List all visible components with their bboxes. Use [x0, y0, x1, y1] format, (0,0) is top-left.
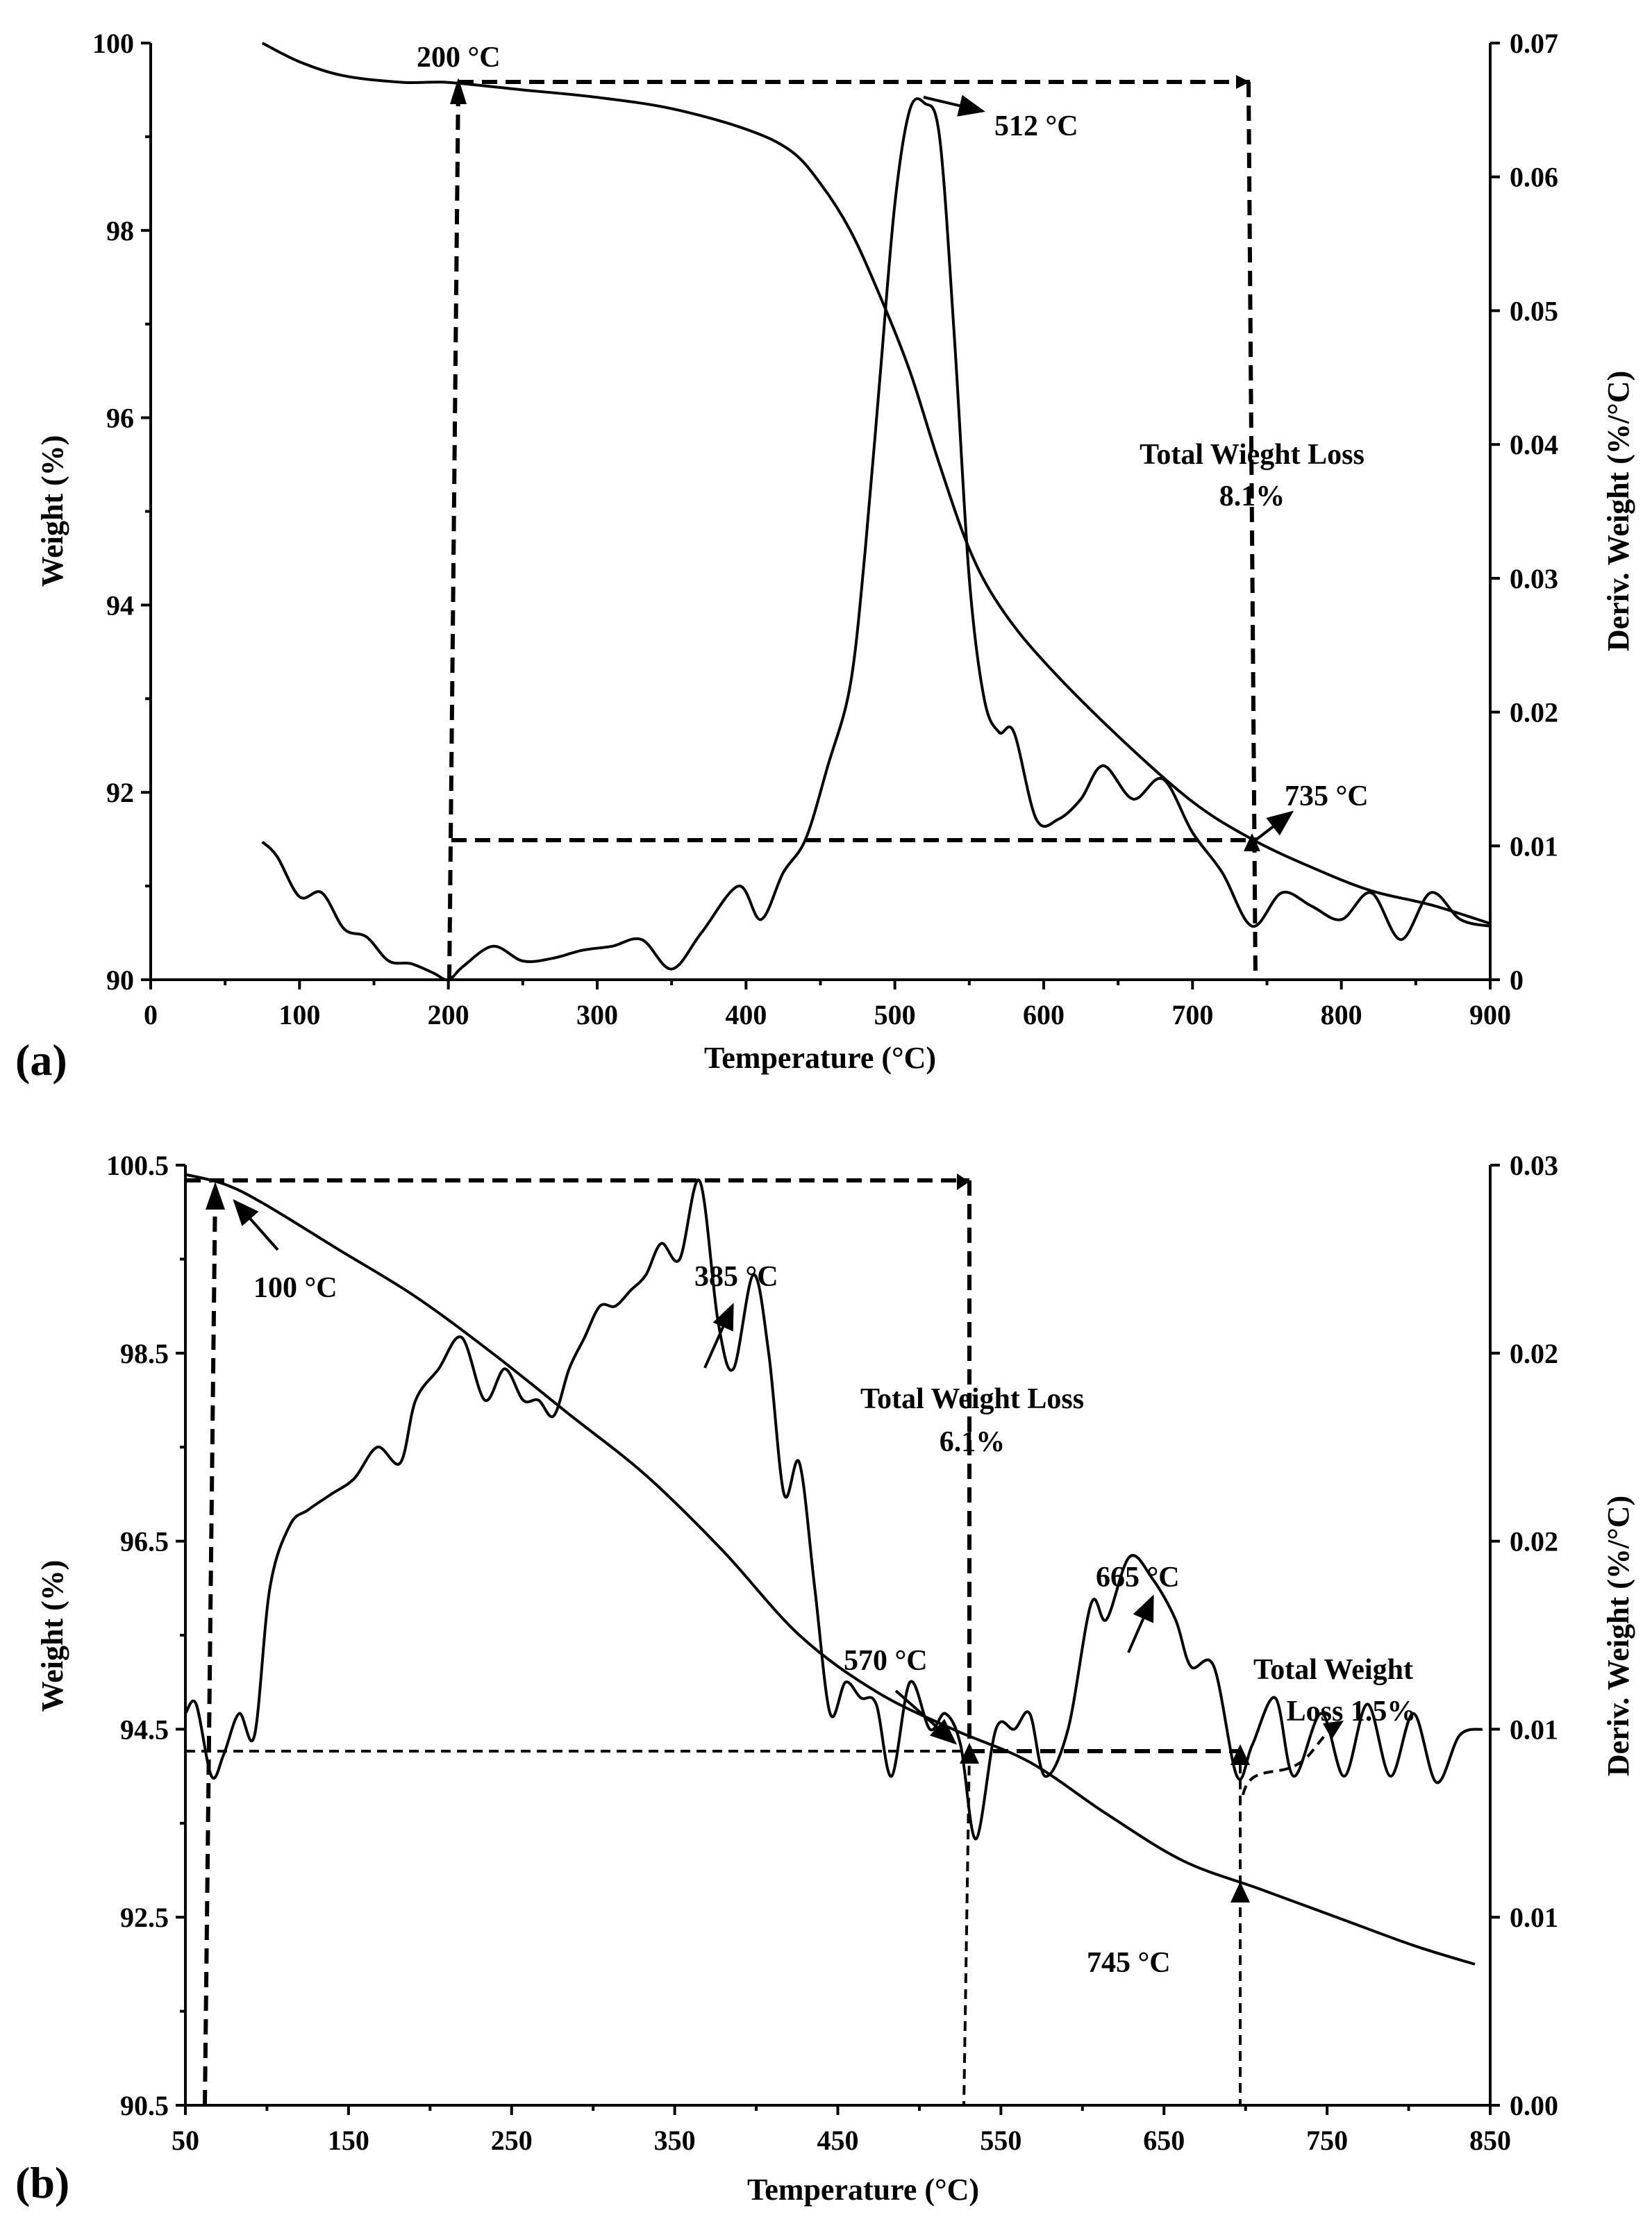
y2-tick-label-b: 0.02 — [1510, 1338, 1558, 1369]
panel-b-arrowhead-570 — [960, 1743, 979, 1764]
panel-b-arrowhead-100 — [206, 1182, 225, 1210]
panel-b-label: (b) — [15, 2158, 69, 2207]
annot-b-665: 665 °C — [1096, 1562, 1180, 1594]
panel-a-xlabel: Temperature (°C) — [704, 1041, 936, 1075]
x-tick-label-b: 850 — [1469, 2125, 1511, 2156]
y-tick-label-b: 92.5 — [120, 1902, 169, 1933]
y-tick-label-b: 94.5 — [120, 1714, 169, 1745]
y2-tick-label-a: 0.02 — [1510, 697, 1558, 728]
y2-tick-label-b: 0.00 — [1510, 2090, 1558, 2121]
y-tick-label-b: 96.5 — [120, 1526, 169, 1557]
y2-tick-label-b: 0.03 — [1510, 1150, 1558, 1181]
panel-a-label: (a) — [15, 1035, 67, 1085]
annot-b-small-loss-line1: Total Weight — [1253, 1654, 1413, 1686]
y-tick-label-a: 90 — [106, 964, 134, 996]
panel-a-dashed-guide-left — [447, 83, 460, 980]
panel-b-dashed-guide-left — [203, 1187, 217, 2106]
y2-tick-label-a: 0 — [1510, 964, 1524, 996]
panel-a-dashed-guide-right — [1246, 81, 1258, 980]
x-tick-label-b: 550 — [980, 2125, 1021, 2156]
annot-a-total-loss-line1: Total Wieght Loss — [1140, 439, 1365, 471]
panel-b-arrow-570 — [894, 1689, 957, 1745]
y-tick-label-b: 100.5 — [106, 1150, 169, 1181]
annot-b-570: 570 °C — [844, 1645, 928, 1677]
panel-b-dashed-guide-570-lower — [962, 1749, 971, 2106]
panel-a-y2label: Deriv. Weight (%/°C) — [1601, 371, 1635, 651]
x-tick-label-b: 150 — [328, 2125, 369, 2156]
panel-b-arrow-385 — [703, 1303, 734, 1369]
panel-a-chart: 0 100 200 300 400 500 600 700 800 900 90 92 94 96 98 10… — [15, 28, 1635, 1085]
x-tick-label-a: 500 — [874, 999, 916, 1030]
y-tick-label-b: 90.5 — [120, 2090, 169, 2121]
annot-a-200: 200 °C — [417, 42, 501, 74]
annot-b-total-loss-line1: Total Weight Loss — [860, 1383, 1084, 1415]
annot-b-745: 745 °C — [1087, 1947, 1171, 1979]
x-tick-label-a: 0 — [144, 999, 158, 1030]
x-tick-label-b: 750 — [1306, 2125, 1348, 2156]
annot-b-385: 385 °C — [694, 1261, 778, 1293]
x-tick-label-a: 400 — [725, 999, 767, 1030]
panel-b-arrowhead-745-top — [1230, 1744, 1250, 1765]
panel-a-arrowhead-735 — [1244, 833, 1260, 851]
x-tick-label-a: 200 — [428, 999, 469, 1030]
x-tick-label-b: 350 — [654, 2125, 696, 2156]
panel-b-chart: 50 150 250 350 450 550 650 750 850 90.5 92.5 94.5 96… — [15, 1150, 1635, 2207]
y2-tick-label-b: 0.02 — [1510, 1526, 1558, 1557]
x-tick-label-b: 250 — [491, 2125, 533, 2156]
x-tick-label-b: 450 — [817, 2125, 859, 2156]
y-tick-label-a: 100 — [92, 28, 134, 59]
x-tick-label-b: 650 — [1143, 2125, 1185, 2156]
annot-b-small-loss-line2: Loss 1.5% — [1287, 1696, 1417, 1728]
x-tick-label-a: 800 — [1321, 999, 1362, 1030]
x-tick-label-b: 50 — [172, 2125, 199, 2156]
y-tick-label-a: 98 — [106, 215, 134, 246]
panel-a-arrow-735 — [1254, 810, 1294, 842]
panel-a-arrow-512 — [923, 94, 985, 117]
y-tick-label-b: 98.5 — [120, 1338, 169, 1369]
panel-b-arrowhead-745 — [1230, 1882, 1250, 1903]
x-tick-label-a: 600 — [1023, 999, 1065, 1030]
annot-a-total-loss-line2: 8.1% — [1219, 480, 1285, 512]
y2-tick-label-a: 0.03 — [1510, 563, 1558, 594]
annot-a-512: 512 °C — [994, 110, 1078, 142]
weight-line-a — [261, 42, 1491, 926]
panel-a-ylabel: Weight (%) — [35, 435, 69, 587]
deriv-weight-line-a — [261, 97, 1491, 982]
panel-b-ylabel: Weight (%) — [35, 1560, 69, 1712]
y-tick-label-a: 96 — [106, 403, 134, 434]
y2-tick-label-a: 0.05 — [1510, 295, 1558, 326]
panel-b-arrowhead-15 — [1323, 1721, 1344, 1739]
panel-b-arrow-100 — [233, 1199, 279, 1251]
x-tick-label-a: 300 — [576, 999, 618, 1030]
x-tick-label-a: 700 — [1171, 999, 1213, 1030]
x-tick-label-a: 100 — [278, 999, 320, 1030]
annot-a-735: 735 °C — [1285, 780, 1369, 812]
y2-tick-label-a: 0.07 — [1510, 28, 1558, 59]
panel-a-arrowhead-200 — [450, 78, 467, 104]
panel-b-xlabel: Temperature (°C) — [747, 2173, 979, 2207]
panel-b-dashed-guide-15 — [1242, 1721, 1342, 1796]
x-tick-label-a: 900 — [1469, 999, 1511, 1030]
panel-b-arrow-665 — [1127, 1594, 1154, 1653]
y2-tick-label-a: 0.06 — [1510, 162, 1558, 193]
y-tick-label-a: 92 — [106, 777, 134, 808]
panel-b-y2label: Deriv. Weight (%/°C) — [1601, 1496, 1635, 1776]
y2-tick-label-b: 0.01 — [1510, 1714, 1558, 1745]
y2-tick-label-a: 0.04 — [1510, 429, 1558, 460]
annot-b-total-loss-line2: 6.1% — [940, 1426, 1006, 1458]
y2-tick-label-a: 0.01 — [1510, 830, 1558, 862]
panel-b-arrowhead-top-right — [957, 1173, 969, 1190]
panel-a-arrowhead-top-right — [1236, 75, 1250, 89]
y-tick-label-a: 94 — [106, 590, 134, 621]
y2-tick-label-b: 0.01 — [1510, 1902, 1558, 1933]
weight-line-b — [185, 1173, 1476, 1966]
deriv-weight-line-b — [184, 1178, 1483, 1841]
annot-b-100: 100 °C — [253, 1272, 337, 1304]
